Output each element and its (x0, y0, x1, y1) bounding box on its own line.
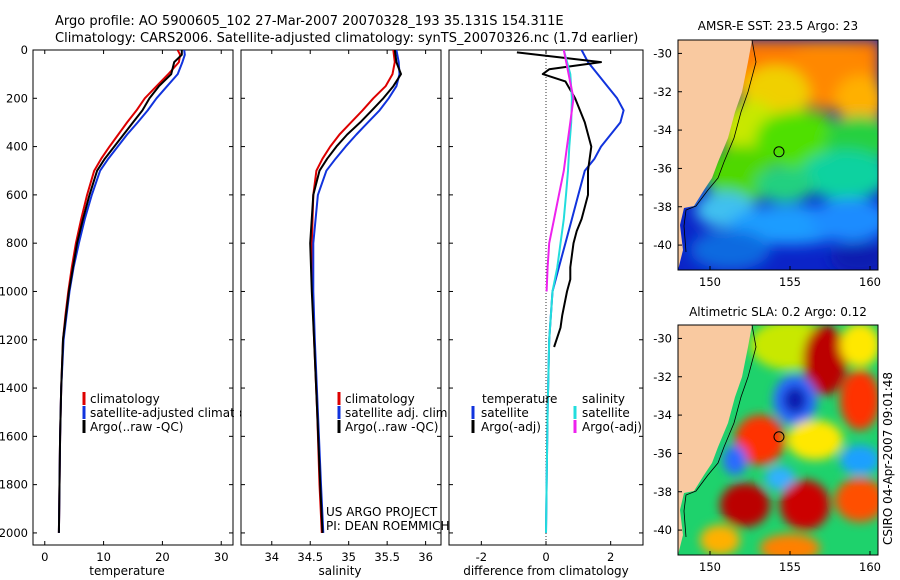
lat-tick-label: -38 (653, 200, 672, 214)
figure-title-line2: Climatology: CARS2006. Satellite-adjuste… (55, 31, 638, 46)
depth-tick-label: 1800 (0, 478, 28, 492)
depth-tick-label: 0 (21, 43, 28, 57)
lon-tick-label: 155 (779, 275, 801, 289)
difference-legend: temperature satellite Argo(-adj) salinit… (471, 392, 642, 434)
depth-tick-label: 600 (6, 188, 28, 202)
lat-tick-label: -34 (653, 408, 672, 422)
argo-float-marker-sst (773, 146, 785, 158)
legend-label-sal-argo: Argo(-adj) (582, 420, 642, 434)
lon-tick-label: 150 (699, 275, 721, 289)
depth-tick-label: 200 (6, 91, 28, 105)
temperature-axis-label: temperature (89, 564, 164, 578)
sst-map-axes: 150 155 160 -30 -32 -34 -36 -38 -40 (653, 46, 881, 289)
legend-salinity-heading: salinity (582, 392, 625, 406)
depth-tick-label: 1200 (0, 333, 28, 347)
pi-credit: PI: DEAN ROEMMICH (326, 519, 449, 533)
difference-series (516, 50, 625, 545)
depth-tick-label: 800 (6, 236, 28, 250)
legend-label-satellite: satellite-adjusted climatology (90, 406, 268, 420)
x-tick-label: 36 (418, 550, 433, 564)
temperature-panel: 0 200 400 600 800 1000 1200 1400 1600 1800 2000 0 1… (0, 43, 268, 578)
land-mask-sla (678, 325, 752, 555)
lat-tick-label: -36 (653, 446, 672, 460)
depth-tick-label: 2000 (0, 526, 28, 540)
sla-map-frame (677, 324, 879, 556)
lat-tick-label: -40 (653, 523, 672, 537)
csiro-timestamp: CSIRO 04-Apr-2007 09:01:48 (881, 372, 895, 545)
x-tick-label: 34 (264, 550, 279, 564)
depth-tick-label: 400 (6, 140, 28, 154)
series-line-argo-raw-qc- (309, 50, 402, 533)
legend-label-temp-argo: Argo(-adj) (481, 420, 541, 434)
lon-tick-label: 155 (779, 560, 801, 574)
salinity-legend: climatology satellite adj. clim. Argo(..… (337, 392, 451, 434)
sst-map-panel: AMSR-E SST: 23.5 Argo: 23 (653, 19, 881, 289)
legend-temperature-heading: temperature (482, 392, 557, 406)
sla-map-field (678, 325, 878, 555)
lat-tick-label: -32 (653, 370, 672, 384)
coastline-sst (683, 40, 757, 253)
land-mask-sst (678, 40, 752, 270)
sla-map-title: Altimetric SLA: 0.2 Argo: 0.12 (689, 305, 867, 319)
figure-title-line1: Argo profile: AO 5900605_102 27-Mar-2007… (55, 14, 564, 29)
x-tick-label: 2 (607, 550, 614, 564)
lon-tick-label: 160 (859, 275, 881, 289)
depth-axis: 0 200 400 600 800 1000 1200 1400 1600 1800 2000 (0, 43, 233, 540)
x-tick-label: 35.5 (374, 550, 400, 564)
sla-map-panel: Altimetric SLA: 0.2 Argo: 0.12 (653, 305, 881, 574)
sst-map-field (678, 40, 878, 270)
salinity-x-axis: 34 34.5 35 35.5 36 (264, 50, 433, 564)
x-tick-label: 0 (41, 550, 48, 564)
lon-tick-label: 160 (859, 560, 881, 574)
sst-map-title: AMSR-E SST: 23.5 Argo: 23 (698, 19, 858, 33)
lat-tick-label: -30 (653, 46, 672, 60)
x-tick-label: -2 (476, 550, 487, 564)
salinity-axis-label: salinity (318, 564, 361, 578)
x-tick-label: 35 (341, 550, 356, 564)
salinity-series (309, 50, 402, 533)
legend-label-sal-satellite: satellite (582, 406, 630, 420)
difference-y-ticks (449, 49, 643, 534)
argo-float-marker-sla (773, 431, 785, 443)
temperature-x-axis: 0 10 20 30 (41, 50, 229, 564)
sla-map-axes: 150 155 160 -30 -32 -34 -36 -38 -40 (653, 331, 881, 574)
lat-tick-label: -40 (653, 238, 672, 252)
legend-label-argo: Argo(..raw -QC) (345, 420, 438, 434)
x-tick-label: 10 (96, 550, 111, 564)
lat-tick-label: -34 (653, 123, 672, 137)
salinity-plot-frame (240, 49, 442, 546)
lat-tick-label: -32 (653, 85, 672, 99)
legend-label-climatology: climatology (345, 392, 415, 406)
temperature-legend: climatology satellite-adjusted climatolo… (82, 392, 268, 434)
project-credit: US ARGO PROJECT (326, 505, 438, 519)
x-tick-label: 34.5 (297, 550, 323, 564)
lon-tick-label: 150 (699, 560, 721, 574)
lat-tick-label: -30 (653, 331, 672, 345)
x-tick-label: 0 (542, 550, 549, 564)
legend-label-climatology: climatology (90, 392, 160, 406)
x-tick-label: 20 (155, 550, 170, 564)
temperature-series (57, 50, 186, 533)
legend-label-satellite: satellite adj. clim. (345, 406, 451, 420)
depth-tick-label: 1400 (0, 381, 28, 395)
difference-axis-label: difference from climatology (463, 564, 629, 578)
series-line-argo-adj- (545, 50, 575, 292)
x-tick-label: 30 (214, 550, 229, 564)
lat-tick-label: -36 (653, 161, 672, 175)
depth-tick-label: 1600 (0, 429, 28, 443)
salinity-y-ticks (241, 49, 441, 534)
legend-label-temp-satellite: satellite (481, 406, 529, 420)
coastline-sla (683, 325, 757, 538)
legend-label-argo: Argo(..raw -QC) (90, 420, 183, 434)
sst-map-frame (677, 39, 879, 271)
difference-panel: -2 0 2 difference from climatology tempera… (448, 49, 644, 578)
depth-tick-label: 1000 (0, 284, 28, 298)
salinity-panel: 34 34.5 35 35.5 36 salinity climatology sate… (240, 49, 451, 578)
series-line-argo-adj- (516, 51, 602, 348)
temperature-plot-frame (32, 49, 234, 546)
lat-tick-label: -38 (653, 485, 672, 499)
series-line-argo-raw-qc- (57, 50, 183, 533)
